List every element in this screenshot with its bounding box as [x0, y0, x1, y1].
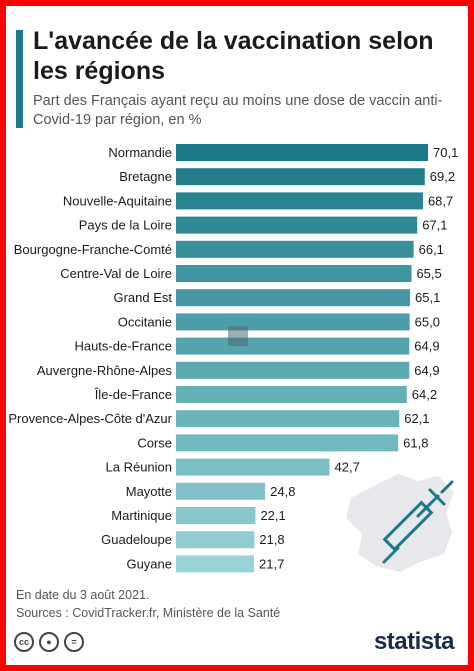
category-label: Occitanie	[118, 314, 172, 329]
bar-chart: Normandie 70,1 Bretagne 69,2 Nouvelle-Aquita…	[8, 144, 458, 573]
bar	[176, 265, 412, 282]
bar	[176, 434, 399, 452]
value-label: 64,9	[414, 339, 439, 354]
bar	[176, 216, 418, 234]
category-label: Mayotte	[126, 484, 172, 499]
bar	[176, 458, 330, 476]
value-label: 21,7	[259, 556, 284, 571]
category-label: Corse	[137, 435, 172, 450]
value-label: 65,0	[415, 314, 440, 329]
value-label: 66,1	[419, 242, 444, 257]
bar	[176, 410, 400, 428]
overlay-square	[228, 326, 248, 346]
bar	[176, 168, 425, 186]
category-label: Guadeloupe	[101, 532, 172, 547]
value-label: 42,7	[335, 460, 360, 475]
bar	[176, 555, 255, 573]
bar	[176, 289, 411, 307]
value-label: 65,1	[415, 290, 440, 305]
chart-subtitle: Part des Français ayant reçu au moins un…	[33, 93, 443, 128]
category-label: Nouvelle-Aquitaine	[63, 193, 172, 208]
category-label: Grand Est	[113, 290, 172, 305]
statista-logo[interactable]: statista	[373, 628, 455, 655]
category-label: Centre-Val de Loire	[60, 266, 172, 281]
category-label: La Réunion	[106, 460, 173, 475]
value-label: 64,2	[412, 387, 437, 402]
category-label: Auvergne-Rhône-Alpes	[37, 363, 173, 378]
category-label: Hauts-de-France	[74, 339, 172, 354]
date-note: En date du 3 août 2021.	[16, 588, 150, 602]
by-icon[interactable]: ●	[39, 632, 59, 652]
value-label: 21,8	[259, 532, 284, 547]
cc-icon[interactable]: cc	[14, 632, 34, 652]
category-label: Île-de-France	[94, 387, 172, 402]
chart-title: L'avancée de la vaccination selon les ré…	[33, 27, 434, 85]
value-label: 69,2	[430, 169, 455, 184]
category-label: Martinique	[111, 508, 172, 523]
category-label: Normandie	[108, 145, 172, 160]
bar	[176, 507, 256, 524]
bar	[176, 361, 410, 379]
bar	[176, 386, 407, 403]
bar	[176, 144, 428, 161]
value-label: 64,9	[414, 363, 439, 378]
value-label: 70,1	[433, 145, 458, 160]
sources-note: Sources : CovidTracker.fr, Ministère de …	[16, 606, 281, 620]
bar	[176, 337, 410, 355]
category-label: Bretagne	[119, 169, 172, 184]
nd-icon[interactable]: =	[64, 632, 84, 652]
bar	[176, 192, 423, 210]
category-label: Pays de la Loire	[79, 218, 172, 233]
infographic-card: L'avancée de la vaccination selon les ré…	[6, 6, 468, 665]
france-map-decoration	[346, 474, 454, 572]
value-label: 24,8	[270, 484, 295, 499]
category-label: Provence-Alpes-Côte d'Azur	[8, 411, 172, 426]
value-label: 65,5	[416, 266, 441, 281]
bar	[176, 531, 255, 549]
value-label: 62,1	[404, 411, 429, 426]
value-label: 61,8	[403, 435, 428, 450]
bar	[176, 240, 414, 258]
license-icons: cc ● =	[14, 632, 89, 652]
category-label: Bourgogne-Franche-Comté	[14, 242, 172, 257]
bar	[176, 482, 266, 500]
value-label: 67,1	[422, 218, 447, 233]
bar	[176, 313, 410, 331]
value-label: 22,1	[260, 508, 285, 523]
title-accent-bar	[16, 30, 23, 128]
category-label: Guyane	[126, 556, 172, 571]
value-label: 68,7	[428, 193, 453, 208]
syringe-icon	[382, 480, 454, 564]
